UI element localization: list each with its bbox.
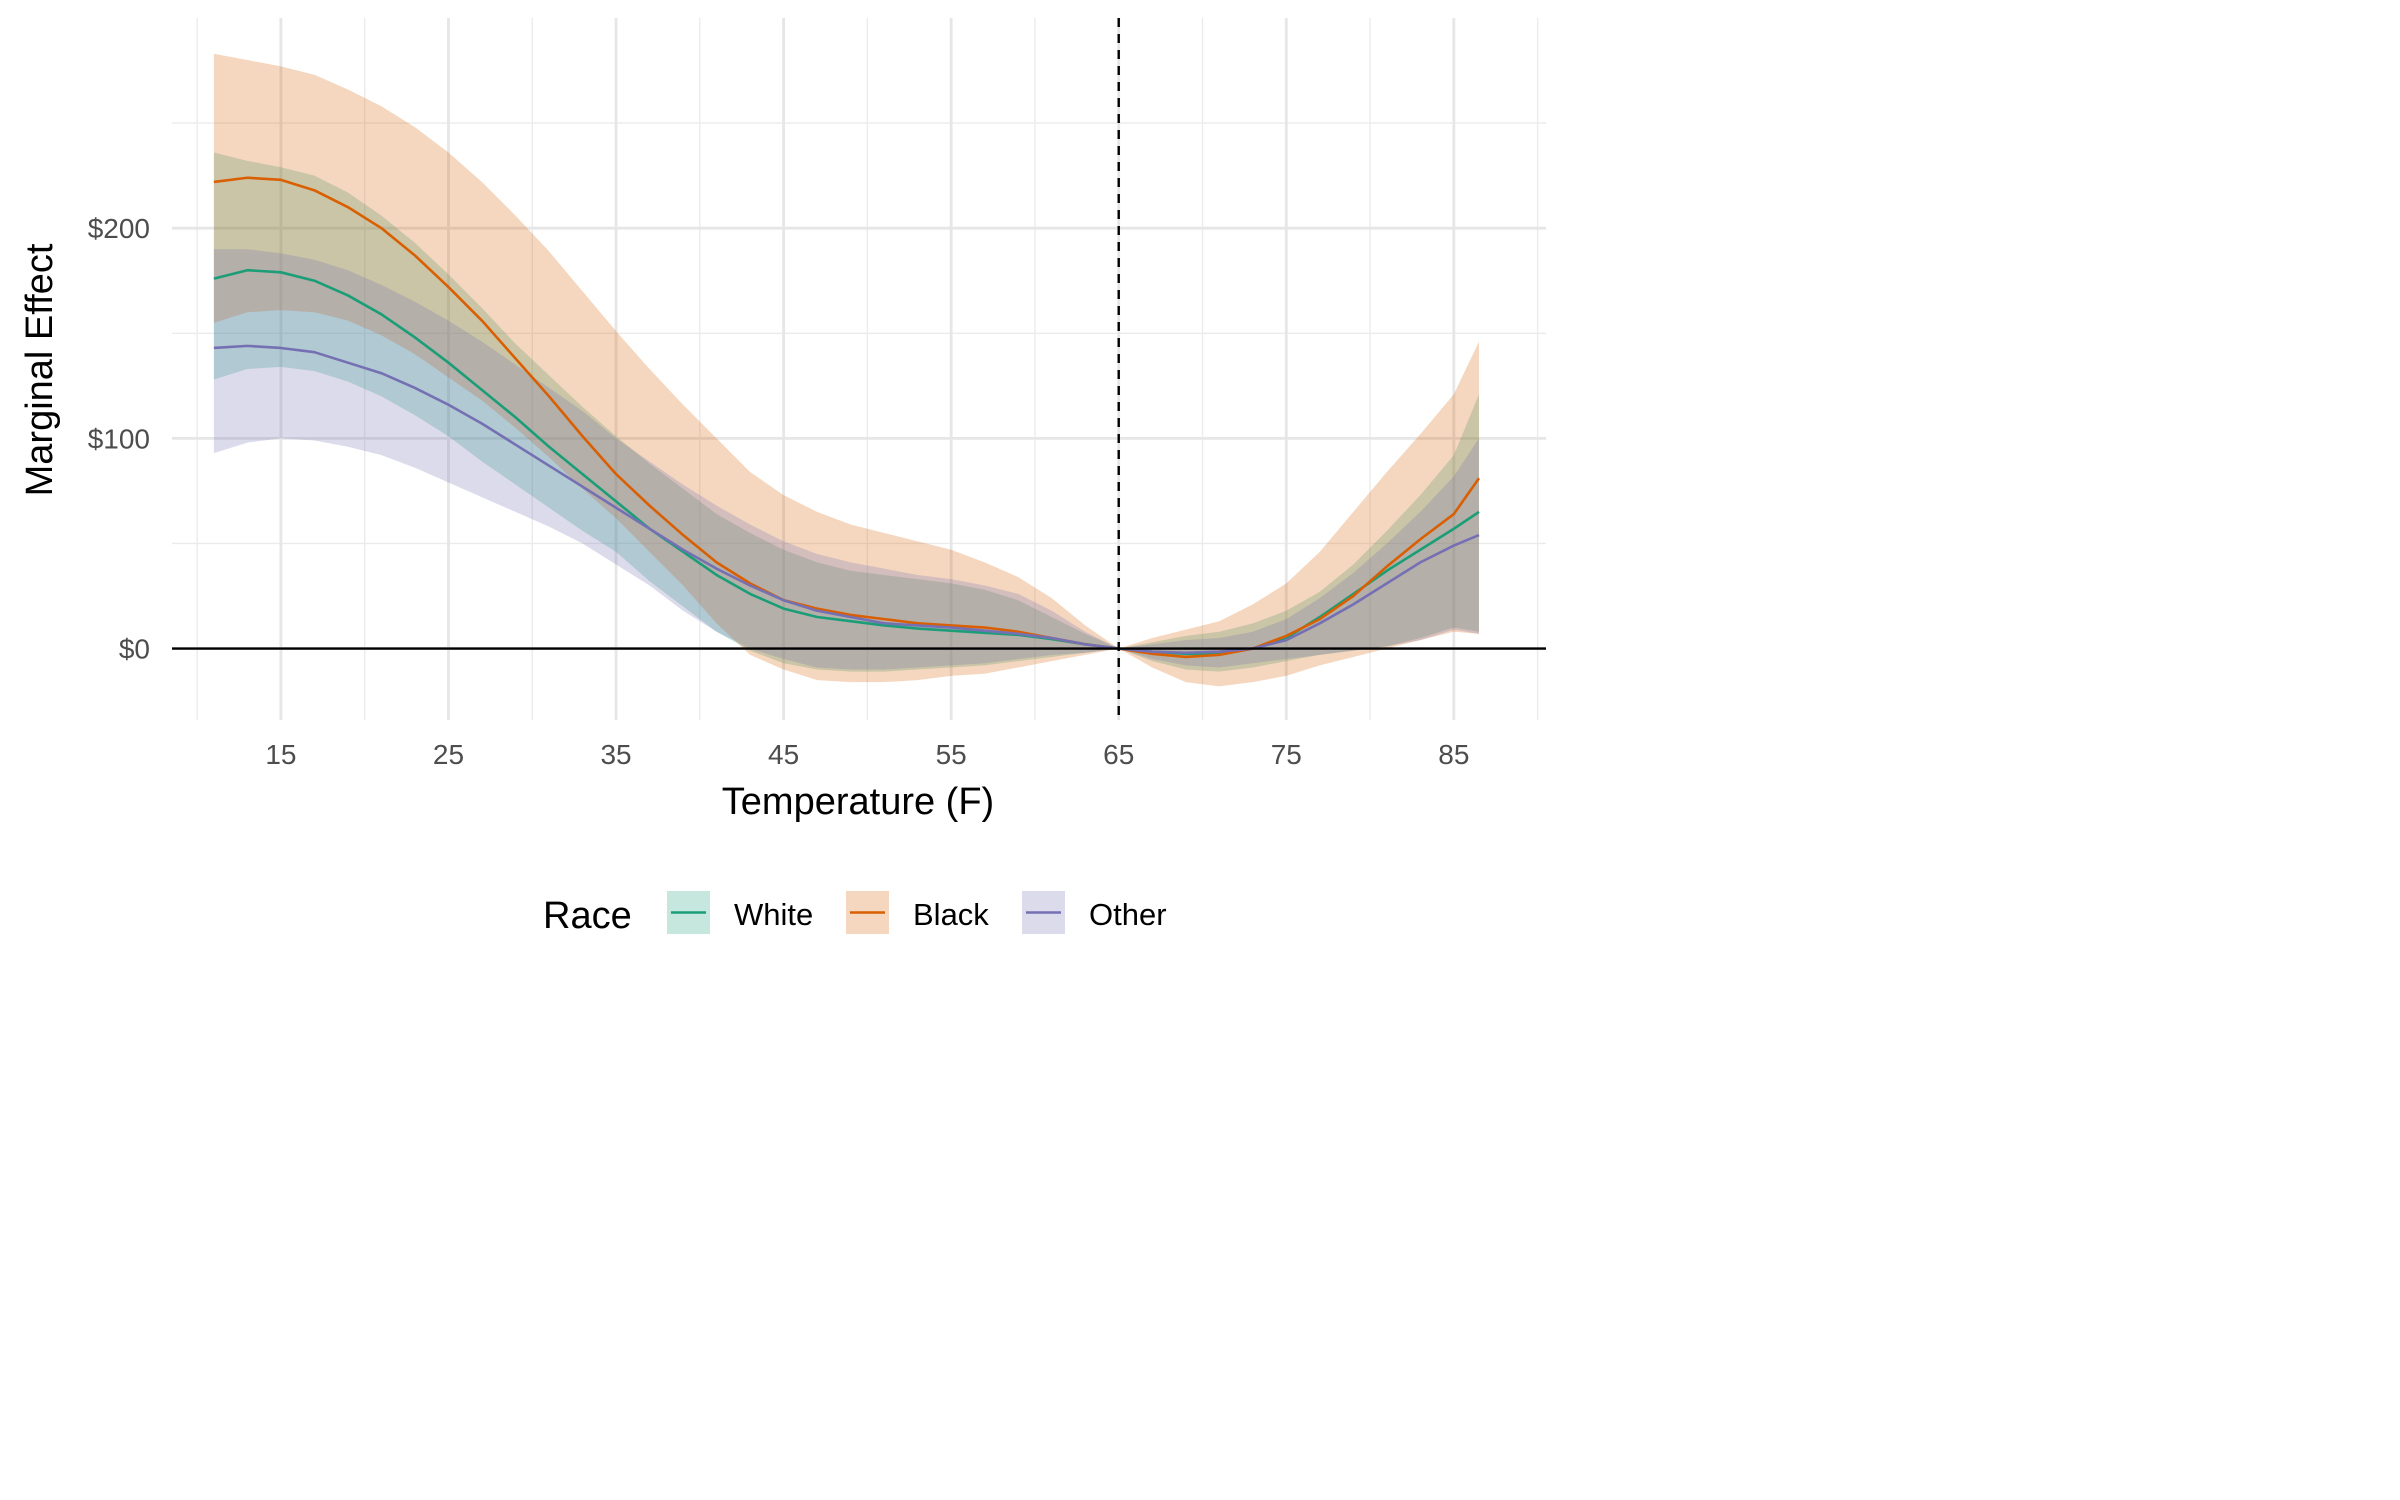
y-tick-label: $200 bbox=[88, 213, 150, 244]
chart: 15 25 35 45 55 65 75 85 $0 $100 $200 Temperature … bbox=[19, 18, 1546, 937]
x-tick-label: 45 bbox=[768, 739, 799, 770]
series-line-black bbox=[213, 176, 1481, 659]
x-tick-label: 75 bbox=[1271, 739, 1302, 770]
y-tick-labels: $0 $100 $200 bbox=[88, 213, 150, 664]
y-axis-title: Marginal Effect bbox=[19, 243, 61, 496]
x-tick-label: 25 bbox=[433, 739, 464, 770]
x-tick-label: 35 bbox=[600, 739, 631, 770]
series-line-white bbox=[213, 268, 1480, 656]
ribbon-black bbox=[213, 53, 1479, 687]
legend: Race White Black Other bbox=[543, 891, 1167, 937]
x-tick-labels: 15 25 35 45 55 65 75 85 bbox=[265, 739, 1469, 770]
legend-label-black: Black bbox=[913, 897, 989, 932]
legend-label-white: White bbox=[734, 897, 813, 932]
series-lines bbox=[213, 176, 1481, 659]
grid-minor bbox=[172, 18, 1546, 720]
legend-label-other: Other bbox=[1089, 897, 1167, 932]
x-tick-label: 85 bbox=[1438, 739, 1469, 770]
series-line-other bbox=[213, 344, 1480, 655]
x-tick-label: 55 bbox=[936, 739, 967, 770]
x-tick-label: 15 bbox=[265, 739, 296, 770]
x-axis-title: Temperature (F) bbox=[722, 781, 994, 823]
legend-items: White Black Other bbox=[667, 891, 1167, 934]
reference-lines bbox=[172, 18, 1546, 720]
y-tick-label: $100 bbox=[88, 423, 150, 454]
confidence-ribbons bbox=[213, 53, 1479, 687]
x-tick-label: 65 bbox=[1103, 739, 1134, 770]
y-tick-label: $0 bbox=[119, 634, 150, 665]
legend-title: Race bbox=[543, 895, 632, 937]
